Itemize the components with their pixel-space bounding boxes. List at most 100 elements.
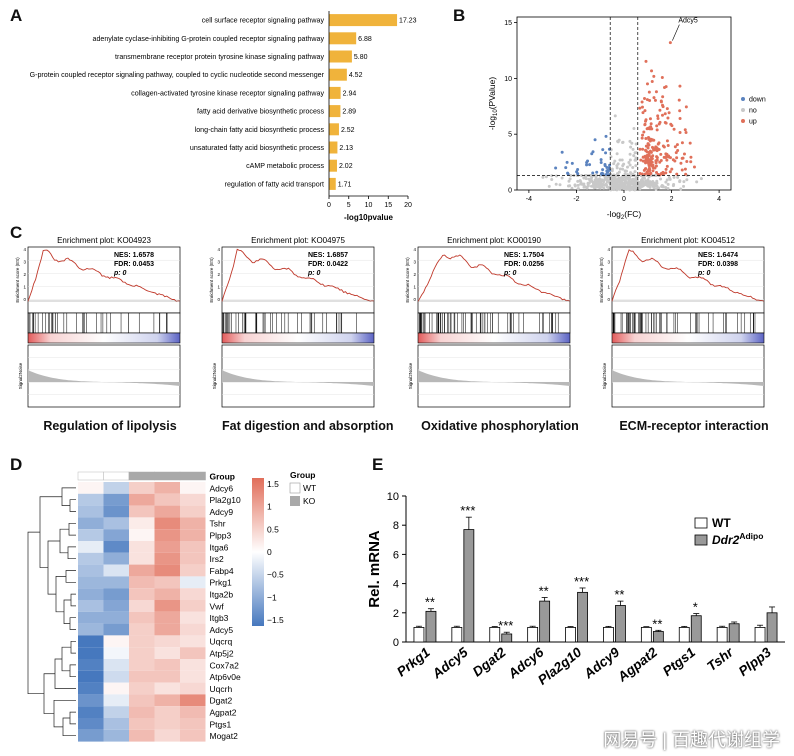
significance-mark: ***	[460, 503, 475, 518]
es-tick-label: 4	[23, 247, 26, 252]
go-bar	[329, 123, 339, 136]
ko-bar	[501, 633, 513, 643]
heatmap-cell	[180, 682, 206, 695]
nes-text: NES: 1.6857	[308, 252, 348, 259]
metric-area	[418, 370, 570, 386]
volcano-point	[578, 179, 582, 183]
p-text: p: 0	[113, 270, 127, 277]
legend-swatch-wt	[289, 482, 301, 494]
volcano-point	[541, 175, 545, 179]
x-tick-label: 4	[717, 196, 721, 203]
go-bar	[329, 159, 337, 172]
go-bar-value: 2.13	[339, 145, 353, 152]
heatmap-cell	[78, 505, 104, 518]
dendrogram-link	[67, 546, 76, 560]
metric-frame	[221, 344, 375, 408]
heatmap-cell	[103, 493, 129, 506]
volcano-point	[646, 172, 650, 176]
heatmap-cell	[78, 493, 104, 506]
gene-label: Adcy9	[210, 507, 234, 517]
legend-label-wt: WT	[303, 483, 316, 493]
volcano-point	[586, 159, 590, 163]
y-axis-label: -log10(PValue)	[487, 77, 499, 130]
gene-tick-label: Adcy5	[429, 644, 471, 682]
legend-title: Group	[290, 470, 316, 480]
heatmap-cell	[154, 541, 180, 553]
volcano-point	[682, 152, 686, 156]
rank-color-bar	[27, 332, 181, 344]
volcano-point	[668, 41, 672, 45]
gene-tick-label: Tshr	[704, 644, 736, 674]
colorbar-tick-label: −0.5	[267, 570, 284, 580]
volcano-point	[603, 164, 607, 168]
colorbar-tick-label: −1.5	[267, 615, 284, 625]
volcano-point	[655, 149, 659, 153]
gsea-plot-title: Enrichment plot: KO04923	[57, 236, 151, 245]
go-term-label: G-protein coupled receptor signaling pat…	[30, 71, 325, 79]
es-tick-label: 4	[413, 247, 416, 252]
volcano-point	[662, 145, 666, 149]
volcano-point	[633, 170, 637, 174]
heatmap-cell	[103, 682, 129, 695]
row-dendrogram	[27, 487, 76, 737]
volcano-point	[601, 148, 605, 152]
volcano-point	[680, 141, 684, 145]
volcano-point	[634, 151, 638, 155]
volcano-point	[644, 149, 648, 153]
wt-bar	[527, 626, 539, 643]
heatmap-cell	[154, 552, 180, 565]
volcano-point	[570, 186, 574, 190]
y-tick-label: 5	[508, 132, 512, 139]
volcano-point	[680, 156, 684, 160]
volcano-point	[644, 136, 648, 140]
es-tick-label: 3	[607, 260, 610, 265]
volcano-point	[644, 119, 648, 123]
legend-marker-up	[741, 119, 745, 123]
volcano-point	[638, 172, 642, 176]
volcano-point	[663, 112, 667, 116]
heatmap: GroupAdcy6Pla2g10Adcy9TshrPlpp3Itga6Irs2…	[27, 470, 316, 742]
colorbar	[252, 478, 264, 626]
heatmap-cell	[129, 647, 155, 659]
heatmap-cell	[78, 706, 104, 718]
heatmap-cell	[103, 588, 129, 600]
volcano-point	[592, 185, 596, 189]
es-tick-label: 2	[23, 272, 26, 277]
heatmap-cell	[103, 706, 129, 718]
gsea-caption-4: ECM-receptor interaction	[619, 419, 769, 433]
volcano-point	[678, 84, 682, 88]
volcano-point	[618, 158, 622, 162]
heatmap-cell	[78, 564, 104, 577]
volcano-point	[594, 176, 598, 180]
es-frame	[417, 246, 571, 314]
dendrogram-link	[47, 540, 60, 595]
heatmap-cell	[154, 682, 180, 695]
heatmap-cell	[78, 611, 104, 624]
volcano-point	[569, 173, 573, 177]
volcano-point	[678, 131, 682, 135]
volcano-point	[616, 172, 620, 176]
volcano-point	[644, 59, 648, 63]
heatmap-cell	[129, 517, 155, 530]
heatmap-cell	[78, 670, 104, 683]
gsea-caption-1: Regulation of lipolysis	[43, 419, 177, 433]
volcano-point	[605, 185, 609, 189]
volcano-point	[554, 174, 558, 178]
x-tick-label: 15	[384, 202, 392, 209]
nes-text: NES: 1.7504	[504, 252, 544, 259]
volcano-point	[659, 152, 663, 156]
heatmap-cell	[78, 729, 104, 742]
volcano-point	[684, 172, 688, 176]
volcano-point	[582, 176, 586, 180]
volcano-point	[664, 167, 668, 171]
volcano-point	[604, 151, 608, 155]
volcano-point	[591, 182, 595, 186]
volcano-point	[585, 163, 589, 167]
annotation-line	[672, 24, 680, 41]
volcano-point	[647, 175, 651, 179]
volcano-point	[593, 138, 597, 142]
volcano-point	[565, 160, 569, 164]
volcano-point	[643, 123, 647, 127]
volcano-point	[667, 175, 671, 179]
dendrogram-link	[53, 699, 76, 728]
